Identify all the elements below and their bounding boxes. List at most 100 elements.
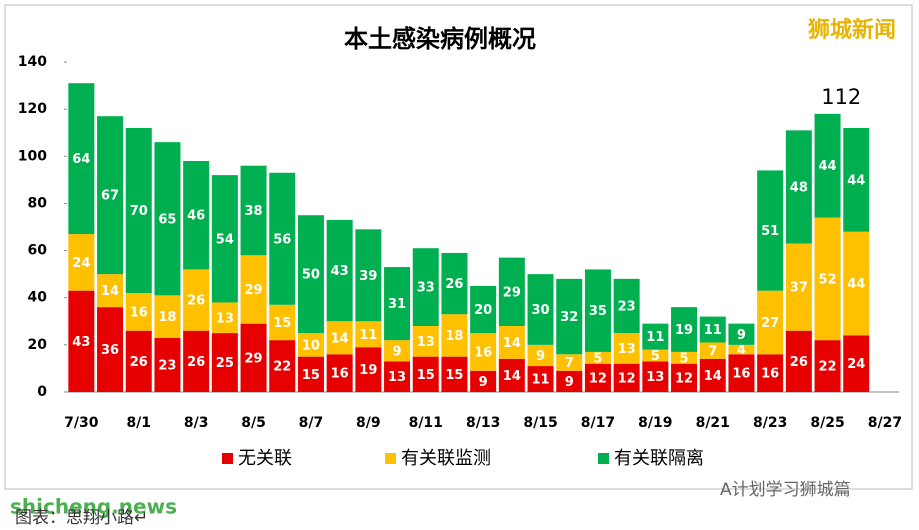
data-label: 31 [388, 297, 406, 312]
data-label: 44 [847, 173, 865, 188]
data-label: 52 [819, 272, 837, 287]
bar-segment [527, 274, 554, 345]
data-label: 26 [187, 294, 205, 309]
data-label: 15 [302, 368, 320, 383]
data-label: 26 [187, 355, 205, 370]
data-label: 14 [503, 336, 521, 351]
x-tick-label: 8/3 [184, 415, 209, 431]
bar-segment [183, 269, 210, 331]
bar-segment [785, 130, 812, 244]
data-label: 54 [216, 232, 234, 247]
bar-segment [269, 340, 296, 392]
bar-segment [613, 363, 640, 392]
total-annotation: 112 [821, 85, 861, 109]
bar-segment [297, 333, 324, 357]
bar-segment [556, 370, 583, 392]
bar-segment [556, 278, 583, 355]
bar-segment [613, 333, 640, 364]
bar-segment [699, 342, 726, 359]
bar-segment [412, 248, 439, 326]
bar-segment [642, 349, 669, 362]
x-tick-label: 8/7 [299, 415, 324, 431]
watermark: 狮城新闻 [808, 17, 896, 43]
bar-segment [211, 175, 238, 303]
legend: 无关联 有关联监测 有关联隔离 [222, 448, 704, 469]
data-label: 7 [708, 344, 717, 359]
legend-label: 有关联隔离 [614, 448, 704, 469]
data-label: 67 [101, 189, 119, 204]
y-tick-label: 140 [18, 54, 47, 70]
data-label: 29 [245, 351, 263, 366]
data-label: 9 [536, 349, 545, 364]
data-label: 23 [158, 358, 176, 373]
x-tick-label: 8/23 [753, 415, 787, 431]
data-label: 13 [388, 370, 406, 385]
bar-segment [613, 278, 640, 334]
bar-segment [470, 370, 497, 392]
data-label: 29 [503, 285, 521, 300]
bar-segment [470, 333, 497, 371]
bar-segment [412, 326, 439, 357]
data-label: 24 [847, 357, 865, 372]
data-label: 9 [393, 344, 402, 359]
data-label: 44 [847, 277, 865, 292]
data-label: 16 [474, 345, 492, 360]
chart-title: 本土感染病例概况 [344, 25, 536, 53]
data-label: 13 [646, 370, 664, 385]
data-label: 18 [158, 310, 176, 325]
bar-segment [556, 354, 583, 371]
data-label: 13 [417, 335, 435, 350]
bar-segment [125, 293, 152, 331]
bar-segment [814, 340, 841, 392]
bar-segment [671, 307, 698, 352]
data-label: 51 [761, 224, 779, 239]
data-label: 11 [646, 330, 664, 345]
bar-segment [757, 354, 784, 392]
data-label: 5 [593, 351, 602, 366]
site-watermark: shicheng.news [10, 495, 177, 519]
data-label: 43 [72, 335, 90, 350]
bar-segment [183, 161, 210, 270]
x-tick-label: 8/25 [810, 415, 844, 431]
y-tick-label: 40 [28, 290, 48, 306]
bar-segment [814, 217, 841, 341]
x-tick-label: 8/21 [696, 415, 730, 431]
data-label: 29 [245, 283, 263, 298]
data-label: 14 [503, 369, 521, 384]
data-label: 22 [819, 360, 837, 375]
bar-segment [297, 215, 324, 334]
data-label: 9 [737, 328, 746, 343]
y-tick-label: 20 [28, 337, 48, 353]
data-label: 7 [565, 356, 574, 371]
bar-segment [326, 354, 353, 392]
data-label: 16 [331, 367, 349, 382]
bar-segment [498, 326, 525, 359]
y-tick-label: 100 [18, 148, 47, 164]
x-tick-label: 8/27 [868, 415, 902, 431]
data-label: 16 [130, 305, 148, 320]
bar-segment [527, 366, 554, 392]
bar-segment [355, 347, 382, 392]
x-tick-label: 8/13 [466, 415, 500, 431]
bar-segment [269, 172, 296, 305]
data-label: 5 [651, 349, 660, 364]
y-tick-label: 0 [37, 384, 47, 400]
account: A计划学习狮城篇 [720, 480, 851, 500]
bar-segment [584, 351, 611, 364]
x-tick-label: 7/30 [64, 415, 99, 431]
bar-segment [384, 361, 411, 392]
x-tick-label: 8/19 [638, 415, 672, 431]
data-label: 36 [101, 343, 119, 358]
bar-segment [843, 231, 870, 336]
bar-segment [211, 333, 238, 392]
data-label: 9 [479, 375, 488, 390]
data-label: 9 [565, 375, 574, 390]
data-label: 12 [618, 371, 636, 386]
data-label: 15 [417, 368, 435, 383]
credit: 图表：思翔小路↵ [15, 508, 148, 528]
data-label: 26 [130, 355, 148, 370]
bar-segment [326, 219, 353, 322]
bar-segment [154, 337, 181, 392]
data-label: 14 [101, 284, 119, 299]
